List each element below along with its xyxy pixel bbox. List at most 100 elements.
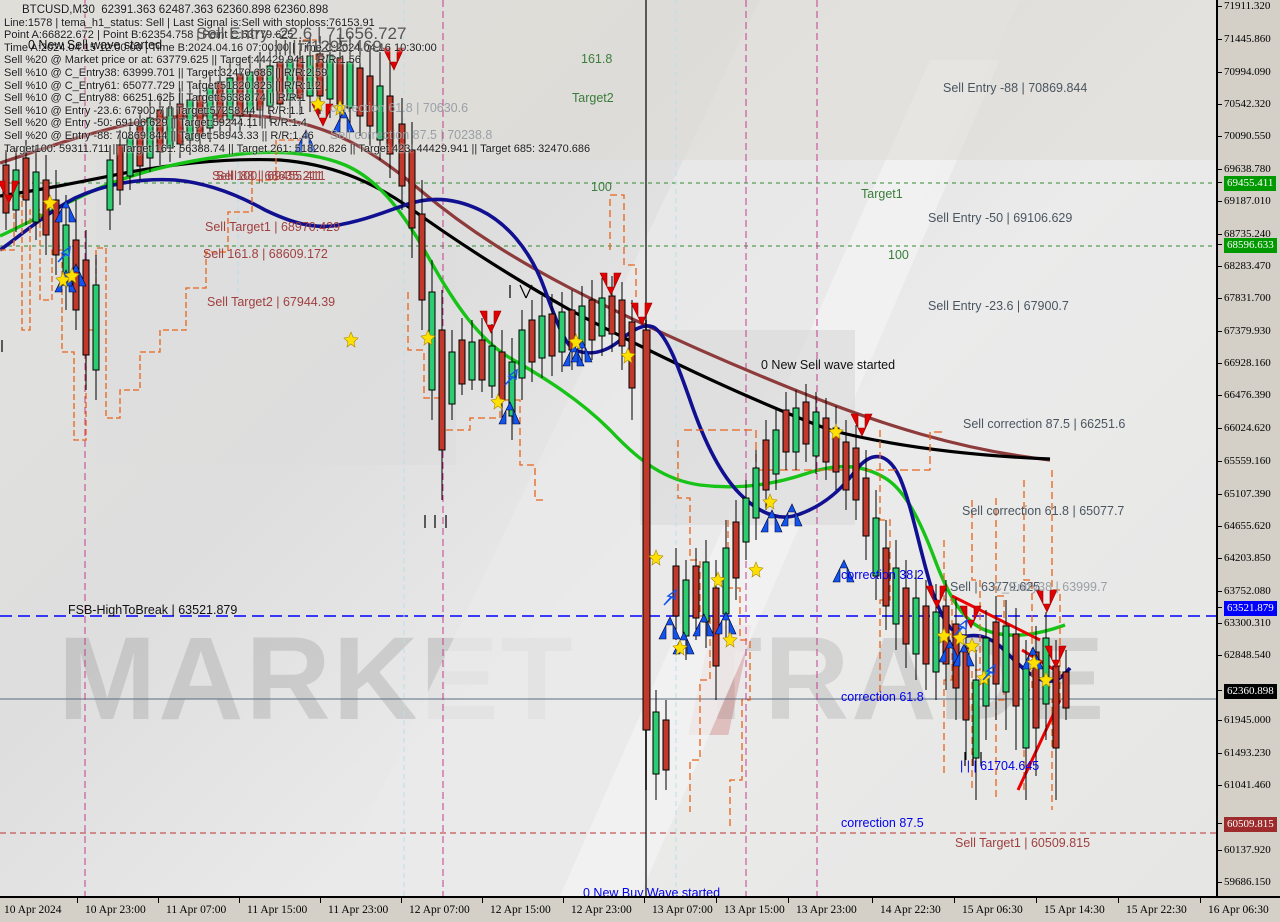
fib-100-right-label: 100: [888, 248, 909, 262]
correction-618-mid-label: correction 61.8 | 70630.6: [330, 101, 469, 115]
price-tick-value: 68283.470: [1224, 259, 1271, 272]
price-tick-value: 64655.620: [1224, 519, 1271, 532]
price-tick-value: 66476.390: [1224, 389, 1271, 402]
time-tick-label: 11 Apr 15:00: [247, 904, 308, 916]
time-tick-label: 12 Apr 15:00: [490, 904, 551, 916]
tick-mark: [1218, 265, 1222, 267]
time-tick-mark: [954, 898, 955, 903]
time-tick-label: 12 Apr 07:00: [409, 904, 470, 916]
time-tick-label: 13 Apr 23:00: [796, 904, 857, 916]
tick-mark: [1218, 136, 1222, 138]
signal-arrows: [0, 47, 1067, 766]
price-tick-value: 65107.390: [1224, 487, 1271, 500]
time-tick-label: 15 Apr 22:30: [1126, 904, 1187, 916]
fib-target1-label: Target1: [861, 187, 903, 201]
sell-correction-38-label: Sell | 63779.625: [950, 580, 1041, 594]
sell-centry38-label: C_Entry38 | 63999.7: [993, 580, 1108, 594]
price-tick-value: 60509.815: [1224, 816, 1277, 832]
price-tick-value: 67831.700: [1224, 292, 1271, 305]
time-tick-label: 15 Apr 06:30: [962, 904, 1023, 916]
tick-mark: [1218, 427, 1222, 429]
price-tick-value: 70542.320: [1224, 98, 1271, 111]
fib-100-left-label: 100: [591, 180, 612, 194]
price-scale[interactable]: 71911.320 71445.860 70994.090 70542.320 7009…: [1216, 0, 1280, 896]
info-line-3: Sell %20 @ Market price or at: 63779.625…: [4, 54, 361, 67]
tick-mark: [1218, 623, 1222, 625]
time-tick-mark: [239, 898, 240, 903]
tick-mark: [1218, 104, 1222, 106]
info-line-9: Sell %20 @ Entry -88: 70869.844 || Targe…: [4, 129, 314, 142]
time-tick-label: 13 Apr 15:00: [724, 904, 785, 916]
tick-mark: [1218, 363, 1222, 365]
sell-correction-618-label: Sell correction 61.8 | 65077.7: [962, 504, 1125, 518]
price-marker-61704-label: | | | 61704.645: [960, 759, 1040, 773]
price-tick-value: 70994.090: [1224, 65, 1271, 78]
time-tick-mark: [77, 898, 78, 903]
time-tick-mark: [563, 898, 564, 903]
time-tick-label: 11 Apr 07:00: [166, 904, 227, 916]
price-tick-value: 63300.310: [1224, 617, 1271, 630]
price-tick-value: 63521.879: [1224, 601, 1277, 617]
correction-875-mid-label: Sell correction 87.5 | 70238.8: [330, 128, 493, 142]
time-tick-mark: [401, 898, 402, 903]
price-tick-value: 61493.230: [1224, 746, 1271, 759]
price-tick-value: 68735.240: [1224, 227, 1271, 240]
tick-mark: [1218, 590, 1222, 592]
info-line-1: Point A:66822.672 | Point B:62354.758 | …: [4, 29, 294, 42]
tick-mark: [1218, 607, 1222, 609]
price-tick-value: 71911.320: [1224, 0, 1271, 12]
info-line-2: Time A:2024.04.15 12:00:00 | Time B:2024…: [4, 41, 437, 54]
info-line-6: Sell %10 @ C_Entry88: 66251.625 || Targe…: [4, 92, 306, 105]
sell-target2-label: Sell Target2 | 67944.39: [207, 295, 336, 309]
price-tick-value: 61945.000: [1224, 714, 1271, 727]
price-tick-value: 62848.540: [1224, 649, 1271, 662]
tick-mark: [1218, 882, 1222, 883]
price-tick-value: 63752.080: [1224, 584, 1271, 597]
tick-mark: [1218, 558, 1222, 560]
time-tick-mark: [872, 898, 873, 903]
sell-entry-88-label: Sell Entry -88 | 70869.844: [943, 81, 1088, 95]
price-tick-value: 71445.860: [1224, 33, 1271, 46]
price-tick-value: 66928.160: [1224, 357, 1271, 370]
price-chart-canvas[interactable]: MARKET TRADE: [0, 0, 1216, 896]
time-tick-mark: [644, 898, 645, 903]
tick-mark: [1218, 690, 1222, 692]
time-tick-mark: [482, 898, 483, 903]
correction-875-label: correction 87.5: [841, 816, 924, 830]
price-tick-value: 69638.780: [1224, 162, 1271, 175]
ohlc-values: 62391.363 62487.363 62360.898 62360.898: [101, 4, 329, 16]
time-tick-label: 14 Apr 22:30: [880, 904, 941, 916]
tick-mark: [1218, 233, 1222, 235]
tick-mark: [1218, 39, 1222, 41]
price-tick-value: 67379.930: [1224, 324, 1271, 337]
time-tick-label: 10 Apr 2024: [4, 904, 62, 916]
tick-mark: [1218, 330, 1222, 332]
time-scale[interactable]: 10 Apr 2024 10 Apr 23:00 11 Apr 07:00 11 Ap…: [0, 896, 1280, 922]
price-tick-value: 69455.411: [1224, 175, 1277, 191]
tick-mark: [1218, 784, 1222, 786]
fsb-hightobreak-label: FSB-HighToBreak | 63521.879: [68, 603, 238, 617]
correction-618-label: correction 61.8: [841, 690, 924, 704]
tick-mark: [1218, 849, 1222, 851]
price-tick-value: 64203.850: [1224, 552, 1271, 565]
time-tick-mark: [1118, 898, 1119, 903]
price-tick-value: 61041.460: [1224, 778, 1271, 791]
time-tick-label: 12 Apr 23:00: [571, 904, 632, 916]
tick-mark: [1218, 395, 1222, 397]
sell-target1-bottom-label: Sell Target1 | 60509.815: [955, 836, 1091, 850]
price-tick-value: 62360.898: [1224, 684, 1277, 700]
time-tick-mark: [320, 898, 321, 903]
sell-100-overlap-label: Sell 100 | 69455.411: [212, 169, 326, 183]
tick-mark: [1218, 461, 1222, 463]
time-tick-label: 13 Apr 07:00: [652, 904, 713, 916]
tick-mark: [1218, 525, 1222, 527]
tick-mark: [1218, 201, 1222, 203]
tick-mark: [1218, 655, 1222, 657]
fib-1618-label: 161.8: [581, 52, 613, 66]
new-buy-wave-label: 0 New Buy Wave started: [583, 886, 721, 896]
candlesticks: [2, 34, 1070, 800]
tick-mark: [1218, 71, 1222, 73]
price-tick-value: 60137.920: [1224, 843, 1271, 856]
sell-100b-overlap-label: Sell 88 | 68635.211: [216, 169, 323, 183]
new-sell-wave-top-label: 0 New Sell wave started: [28, 38, 163, 52]
